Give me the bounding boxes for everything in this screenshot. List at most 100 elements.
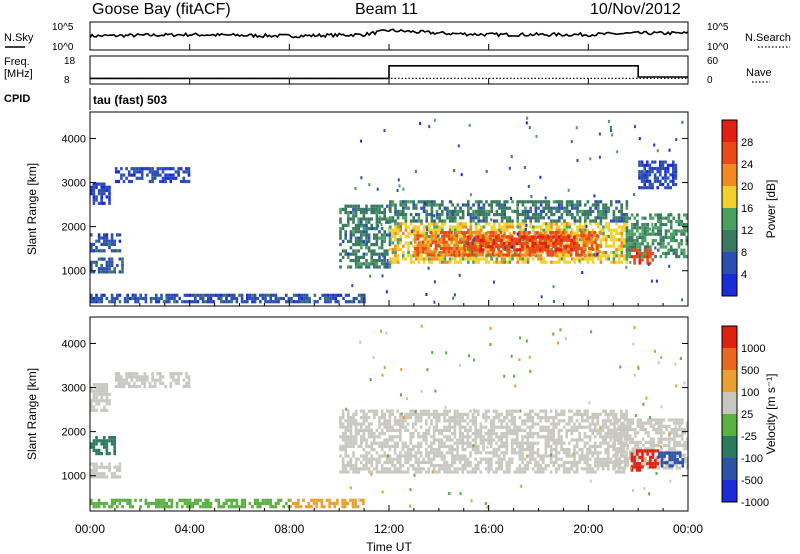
velocity-cell <box>378 454 381 458</box>
power-cell <box>489 237 492 241</box>
power-cell <box>664 255 668 259</box>
velocity-cell <box>667 460 671 464</box>
velocity-cell <box>547 425 550 429</box>
velocity-cell <box>604 422 607 426</box>
power-cell <box>365 207 368 211</box>
velocity-cell <box>618 418 622 422</box>
power-cell <box>430 222 434 226</box>
velocity-cell <box>373 457 376 461</box>
velocity-cell <box>103 405 106 409</box>
velocity-cell <box>430 451 433 455</box>
velocity-cell <box>130 384 134 389</box>
velocity-cell <box>367 451 371 455</box>
velocity-cell <box>432 409 436 413</box>
power-speckle <box>458 273 461 277</box>
power-cell <box>680 239 683 243</box>
power-cell <box>352 233 355 237</box>
velocity-cell <box>609 419 613 423</box>
velocity-cell <box>186 505 189 509</box>
power-cell <box>100 188 103 193</box>
power-cell <box>438 213 441 217</box>
power-cell <box>108 192 111 196</box>
power-cell <box>659 163 662 167</box>
power-cell <box>552 245 555 249</box>
velocity-cell <box>477 467 480 471</box>
velocity-cell <box>631 447 635 451</box>
velocity-cell <box>513 422 516 426</box>
velocity-cell <box>461 448 464 452</box>
power-cell <box>567 235 571 239</box>
power-cell <box>656 176 659 180</box>
power-cell <box>352 217 355 221</box>
velocity-cell <box>156 378 160 382</box>
power-cell <box>391 219 395 223</box>
power-cell <box>451 216 454 220</box>
power-cell <box>274 293 278 297</box>
power-cell <box>500 219 504 223</box>
power-cell <box>515 238 519 242</box>
velocity-cell <box>568 451 571 455</box>
power-cell <box>207 300 210 304</box>
velocity-cell <box>341 505 344 509</box>
power-cell <box>103 257 106 261</box>
velocity-cell <box>505 438 509 442</box>
power-cell <box>521 228 525 232</box>
velocity-cell <box>516 425 519 429</box>
velocity-cell <box>631 450 635 454</box>
velocity-cell <box>456 422 459 426</box>
power-cell <box>92 201 96 205</box>
velocity-cell <box>352 419 355 423</box>
power-cell <box>615 228 618 232</box>
power-speckle <box>578 259 581 263</box>
velocity-cell <box>399 470 402 474</box>
power-cell <box>664 229 668 233</box>
velocity-cell <box>404 470 407 474</box>
power-cell <box>313 300 317 304</box>
power-cell <box>471 245 475 249</box>
power-cell <box>463 253 466 257</box>
power-cell <box>661 163 665 167</box>
velocity-cell <box>399 467 402 471</box>
power-cell <box>607 244 610 248</box>
velocity-cell <box>560 448 563 452</box>
velocity-cell <box>97 402 101 406</box>
power-cell <box>116 293 119 297</box>
power-cell <box>92 182 96 186</box>
power-cell <box>659 166 662 171</box>
power-cell <box>357 239 360 243</box>
velocity-cell <box>95 468 98 473</box>
velocity-cell <box>445 451 449 455</box>
power-speckle <box>468 123 471 127</box>
velocity-cell <box>393 419 397 423</box>
velocity-cell <box>492 438 496 442</box>
power-cell <box>433 203 436 207</box>
velocity-cell <box>443 412 446 416</box>
power-cell <box>417 216 421 220</box>
power-cell <box>638 242 642 246</box>
velocity-cell <box>448 419 451 423</box>
velocity-cell <box>456 454 459 458</box>
velocity-cell <box>586 425 589 429</box>
power-cell <box>152 296 155 301</box>
power-cell <box>495 251 499 255</box>
power-cell <box>360 239 363 243</box>
velocity-cell <box>383 454 386 458</box>
velocity-cell <box>233 498 236 502</box>
velocity-cell <box>503 451 506 455</box>
power-cell <box>161 176 165 180</box>
power-cell <box>549 231 552 235</box>
velocity-cell <box>583 432 587 436</box>
velocity-cell <box>248 501 252 506</box>
velocity-cell <box>492 409 496 413</box>
velocity-cell <box>607 428 610 432</box>
power-cell <box>565 200 569 204</box>
power-cell <box>666 176 670 180</box>
velocity-cell <box>477 432 480 436</box>
power-cell <box>555 206 558 210</box>
velocity-cell <box>631 428 635 432</box>
power-cell <box>185 170 188 174</box>
power-cell <box>482 238 485 242</box>
power-cell <box>438 228 441 232</box>
power-cell <box>120 173 123 177</box>
velocity-cell <box>456 416 459 420</box>
